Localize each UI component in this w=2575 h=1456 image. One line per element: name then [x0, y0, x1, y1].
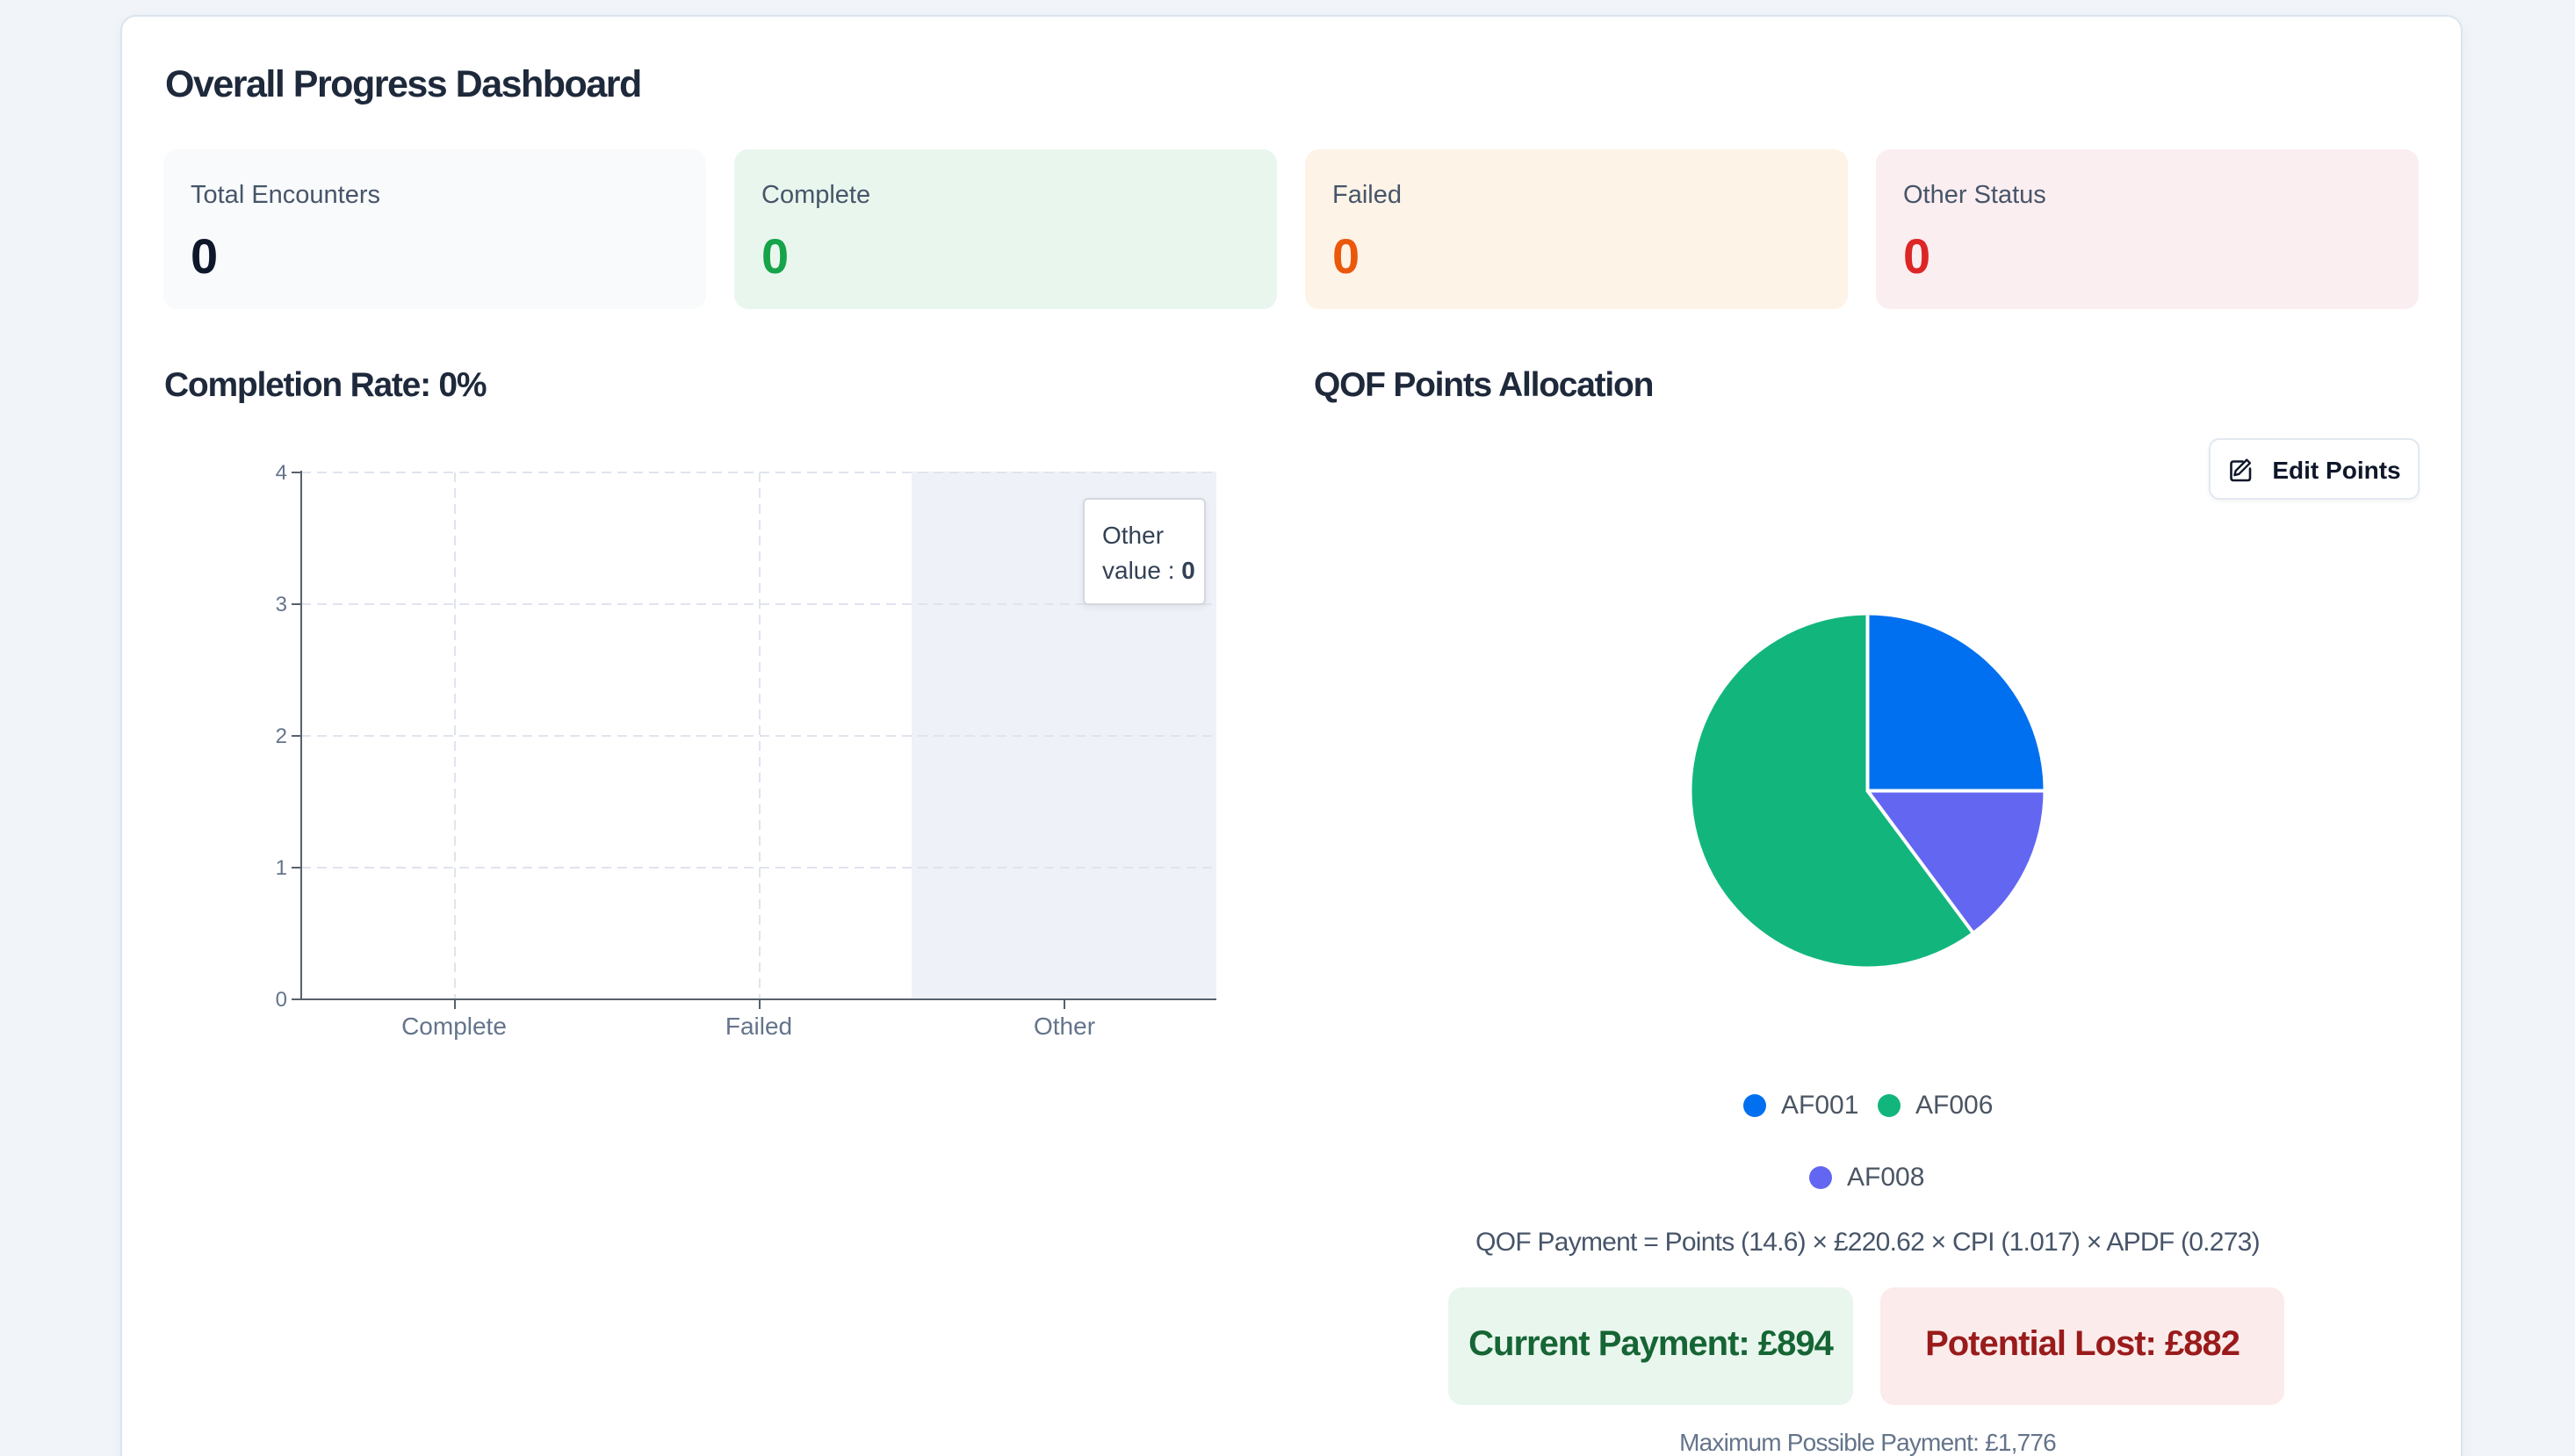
svg-text:4: 4 — [276, 461, 287, 485]
svg-text:Other: Other — [1034, 1013, 1095, 1040]
svg-text:Complete: Complete — [401, 1013, 507, 1040]
svg-text:3: 3 — [276, 593, 287, 616]
svg-text:0: 0 — [276, 988, 287, 1012]
svg-text:2: 2 — [276, 724, 287, 748]
svg-text:1: 1 — [276, 856, 287, 880]
svg-text:Failed: Failed — [725, 1013, 792, 1040]
